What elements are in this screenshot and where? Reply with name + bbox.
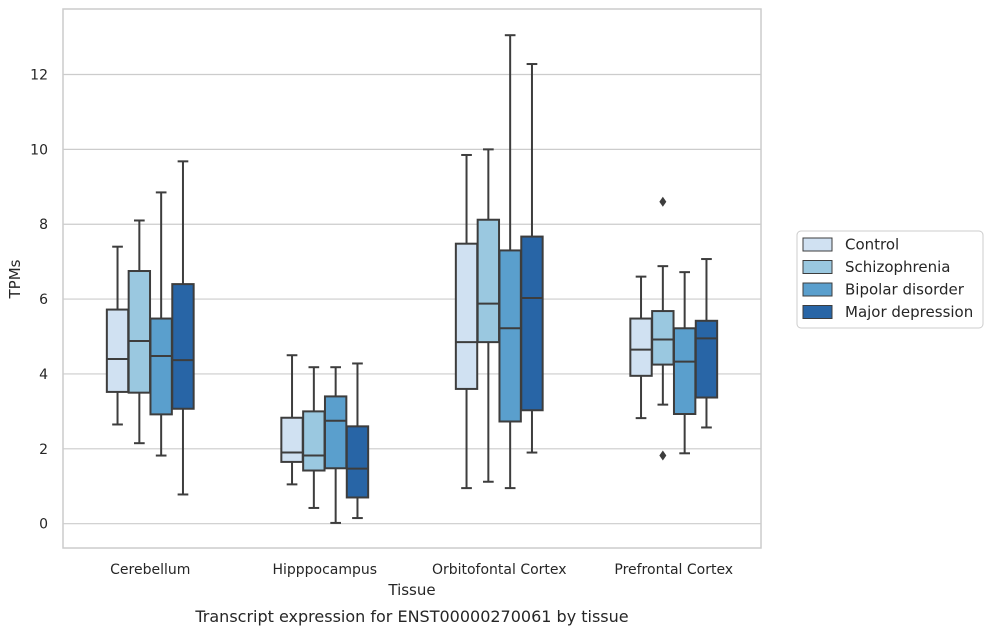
y-tick-label: 8 [39,217,48,233]
box-body [105,308,130,393]
y-tick-labels: 0 2 4 6 8 10 12 [30,68,48,533]
box-body [127,270,152,394]
box-item [127,219,152,445]
legend-swatch [802,305,833,319]
box-item [345,362,370,520]
y-tick-label: 12 [30,68,48,84]
y-tick-label: 2 [39,442,48,458]
y-axis-label: TPMs [6,259,24,299]
plot-frame [62,8,762,549]
legend: Control Schizophrenia Bipolar disorder Majo… [796,230,984,329]
box-item [454,153,479,490]
legend-swatch [802,237,833,252]
legend-frame [796,230,984,329]
box-body [454,242,479,390]
y-tick-label: 0 [39,517,48,533]
x-tick-label: Orbitofontal Cortex [432,562,567,578]
y-tick-label: 4 [39,367,48,383]
box-item [323,366,348,524]
legend-swatch [802,282,833,297]
box-body [149,317,173,416]
x-axis-label: Tissue [387,581,435,599]
box-item [149,191,173,457]
box-body [672,327,697,415]
box-item [629,275,653,420]
x-tick-labels: Cerebellum Hipppocampus Orbitofontal Corte… [110,562,733,578]
box-body [171,283,195,410]
box-body [323,395,348,470]
box-body [651,310,675,366]
legend-label: Control [845,236,899,254]
legend-label: Major depression [845,303,973,321]
legend-items: Control Schizophrenia Bipolar disorder Majo… [802,236,973,321]
box-item [280,354,304,486]
box-item [302,366,326,509]
box-item [498,34,522,490]
x-tick-label: Cerebellum [110,562,190,578]
grid-lines [63,73,761,525]
box-item [694,258,719,429]
box-body [345,425,370,499]
box-body [302,410,326,472]
chart-caption: Transcript expression for ENST0000027006… [194,607,628,626]
box-item [476,148,501,483]
x-tick-label: Prefrontal Cortex [614,562,733,578]
legend-label: Schizophrenia [845,258,950,276]
box-item [105,245,130,426]
legend-swatch [802,260,833,274]
box-body [694,319,719,399]
box-item [651,196,675,461]
x-tick-label: Hipppocampus [272,562,377,578]
box-body [476,218,501,344]
box-item [171,160,195,496]
box-body [629,317,653,377]
box-item [520,63,544,454]
outlier-marker [659,196,667,207]
legend-label: Bipolar disorder [845,281,965,299]
box-body [280,416,304,463]
box-body [520,235,544,412]
box-body [498,249,522,423]
outlier-marker [659,450,667,461]
y-tick-label: 10 [30,142,48,158]
y-tick-label: 6 [39,292,48,308]
boxes [105,34,719,524]
